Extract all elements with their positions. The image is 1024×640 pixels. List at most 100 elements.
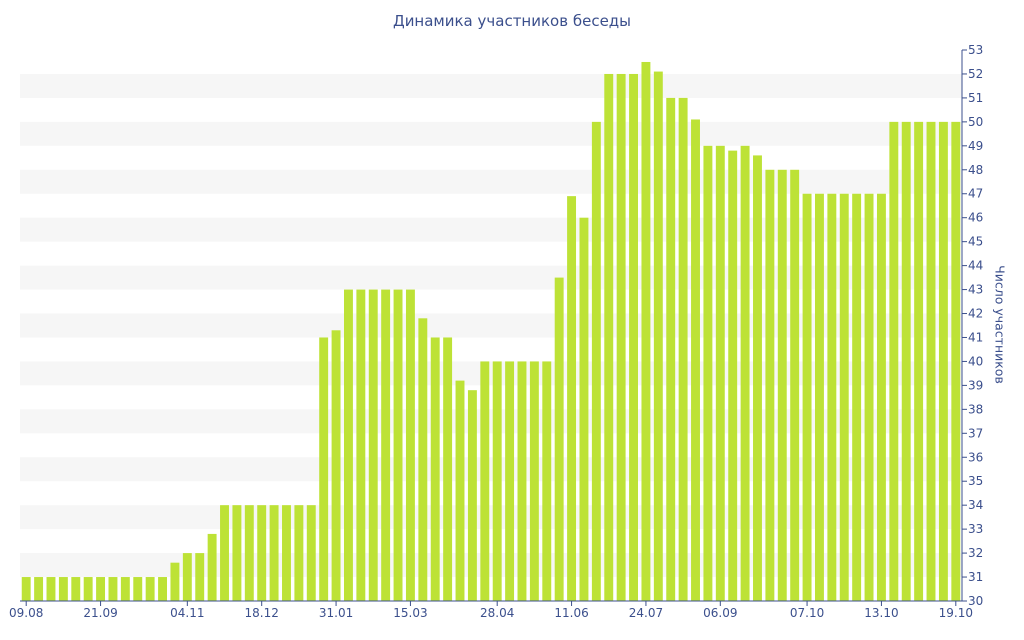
- bar[interactable]: [381, 289, 391, 601]
- y-tick-label: 52: [968, 67, 983, 81]
- y-tick-label: 37: [968, 426, 983, 440]
- bar[interactable]: [282, 505, 291, 601]
- bar[interactable]: [418, 318, 428, 601]
- bar[interactable]: [864, 193, 874, 602]
- bar[interactable]: [591, 121, 601, 602]
- bar[interactable]: [839, 193, 849, 602]
- bar[interactable]: [220, 505, 229, 601]
- grid-band: [20, 361, 962, 386]
- bar[interactable]: [83, 577, 93, 601]
- bar[interactable]: [790, 169, 800, 601]
- bar[interactable]: [133, 577, 143, 601]
- bar[interactable]: [480, 361, 490, 601]
- bar[interactable]: [666, 97, 676, 601]
- bar[interactable]: [777, 169, 787, 601]
- bar[interactable]: [691, 119, 700, 601]
- bar[interactable]: [753, 155, 762, 601]
- bar[interactable]: [616, 73, 626, 601]
- grid-band: [20, 265, 962, 290]
- bar[interactable]: [344, 289, 353, 601]
- y-tick-label: 36: [968, 450, 983, 464]
- bar[interactable]: [542, 361, 552, 601]
- y-axis-ticks: 30 31 32 33 34 35 36 37 38 39 40 41 42 43 44 45 46 47 48 49…: [962, 43, 983, 608]
- y-tick-label: 43: [968, 283, 983, 297]
- grid-band: [20, 121, 962, 146]
- bar[interactable]: [529, 361, 539, 601]
- bar[interactable]: [579, 217, 589, 601]
- y-tick-label: 30: [968, 594, 983, 608]
- y-tick-label: 48: [968, 163, 983, 177]
- bar[interactable]: [58, 577, 68, 601]
- bar[interactable]: [567, 196, 577, 601]
- bar[interactable]: [393, 289, 403, 601]
- bar[interactable]: [604, 73, 614, 601]
- bar[interactable]: [703, 145, 713, 601]
- bar[interactable]: [145, 577, 155, 601]
- bar-series: [21, 61, 961, 602]
- bar[interactable]: [517, 361, 527, 601]
- bar[interactable]: [641, 61, 651, 602]
- bar[interactable]: [492, 361, 502, 601]
- bar[interactable]: [653, 71, 663, 601]
- y-axis-label: Число участников: [992, 265, 1008, 384]
- bar[interactable]: [120, 577, 130, 601]
- bar[interactable]: [244, 505, 254, 601]
- bar[interactable]: [331, 330, 341, 601]
- bar[interactable]: [405, 289, 415, 601]
- bar[interactable]: [356, 289, 366, 601]
- bar[interactable]: [294, 505, 304, 601]
- x-tick-label: 07.10: [790, 606, 824, 620]
- bar[interactable]: [207, 533, 217, 601]
- bar[interactable]: [21, 577, 31, 601]
- y-tick-label: 33: [968, 522, 983, 536]
- bar[interactable]: [926, 121, 936, 602]
- y-tick-label: 40: [968, 354, 983, 368]
- bar[interactable]: [46, 577, 56, 601]
- bar[interactable]: [827, 193, 837, 602]
- y-tick-label: 45: [968, 235, 983, 249]
- bar[interactable]: [34, 577, 44, 601]
- bar[interactable]: [368, 289, 378, 601]
- bar[interactable]: [443, 337, 453, 601]
- bar[interactable]: [914, 121, 924, 602]
- bar[interactable]: [182, 553, 192, 601]
- bar[interactable]: [901, 121, 911, 602]
- bar[interactable]: [876, 193, 886, 602]
- bar[interactable]: [430, 337, 440, 601]
- bar[interactable]: [678, 97, 688, 601]
- bar[interactable]: [467, 390, 477, 601]
- bar[interactable]: [951, 121, 961, 602]
- bar[interactable]: [740, 145, 750, 601]
- bar[interactable]: [852, 193, 862, 602]
- x-tick-label: 28.04: [480, 606, 514, 620]
- bar[interactable]: [815, 193, 824, 602]
- bar[interactable]: [257, 505, 267, 601]
- bar[interactable]: [802, 193, 812, 602]
- bar[interactable]: [715, 145, 725, 601]
- bar[interactable]: [889, 121, 899, 602]
- bar[interactable]: [554, 277, 564, 601]
- bar[interactable]: [71, 577, 81, 601]
- bar[interactable]: [728, 150, 738, 601]
- bar[interactable]: [108, 577, 118, 601]
- bar[interactable]: [158, 577, 167, 601]
- x-tick-label: 31.01: [319, 606, 353, 620]
- y-tick-label: 42: [968, 307, 983, 321]
- bar[interactable]: [306, 505, 316, 601]
- bar[interactable]: [96, 577, 106, 601]
- y-tick-label: 46: [968, 211, 983, 225]
- bar[interactable]: [938, 121, 948, 602]
- grid-band: [20, 457, 962, 482]
- bar[interactable]: [170, 562, 180, 601]
- bar[interactable]: [455, 380, 465, 601]
- bar[interactable]: [195, 553, 205, 601]
- x-tick-label: 24.07: [629, 606, 663, 620]
- y-tick-label: 41: [968, 330, 983, 344]
- bar[interactable]: [765, 169, 775, 601]
- bar[interactable]: [269, 505, 279, 601]
- bar[interactable]: [232, 505, 242, 601]
- bar[interactable]: [505, 361, 515, 601]
- y-tick-label: 44: [968, 259, 983, 273]
- bar[interactable]: [319, 337, 329, 601]
- bar[interactable]: [629, 73, 638, 601]
